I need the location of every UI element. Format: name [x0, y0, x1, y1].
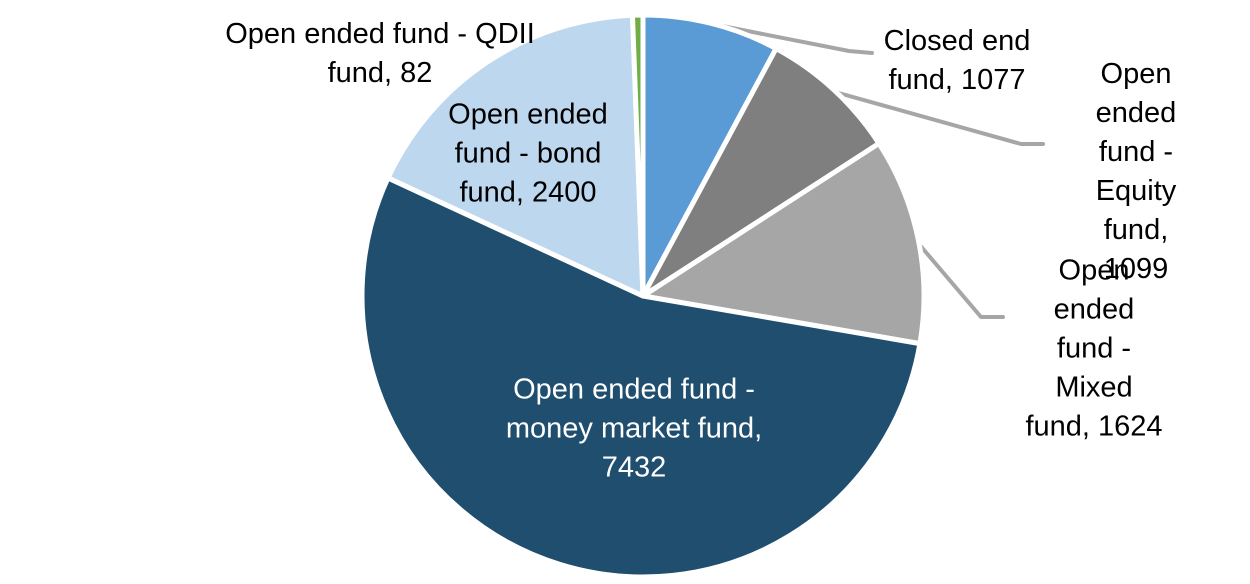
leader-line-equity-fund — [833, 90, 1045, 146]
pie-slice-closed-end-fund — [640, 12, 779, 299]
leader-line-mixed-fund — [916, 241, 1005, 319]
pie-slice-equity-fund — [640, 46, 882, 299]
leader-line-closed-end-fund — [710, 22, 874, 55]
pie-slice-qdii-fund — [629, 12, 646, 299]
pie-slice-bond-fund — [385, 12, 646, 299]
pie-slice-money-market-fund — [359, 175, 923, 580]
pie-slice-mixed-fund — [640, 140, 927, 347]
